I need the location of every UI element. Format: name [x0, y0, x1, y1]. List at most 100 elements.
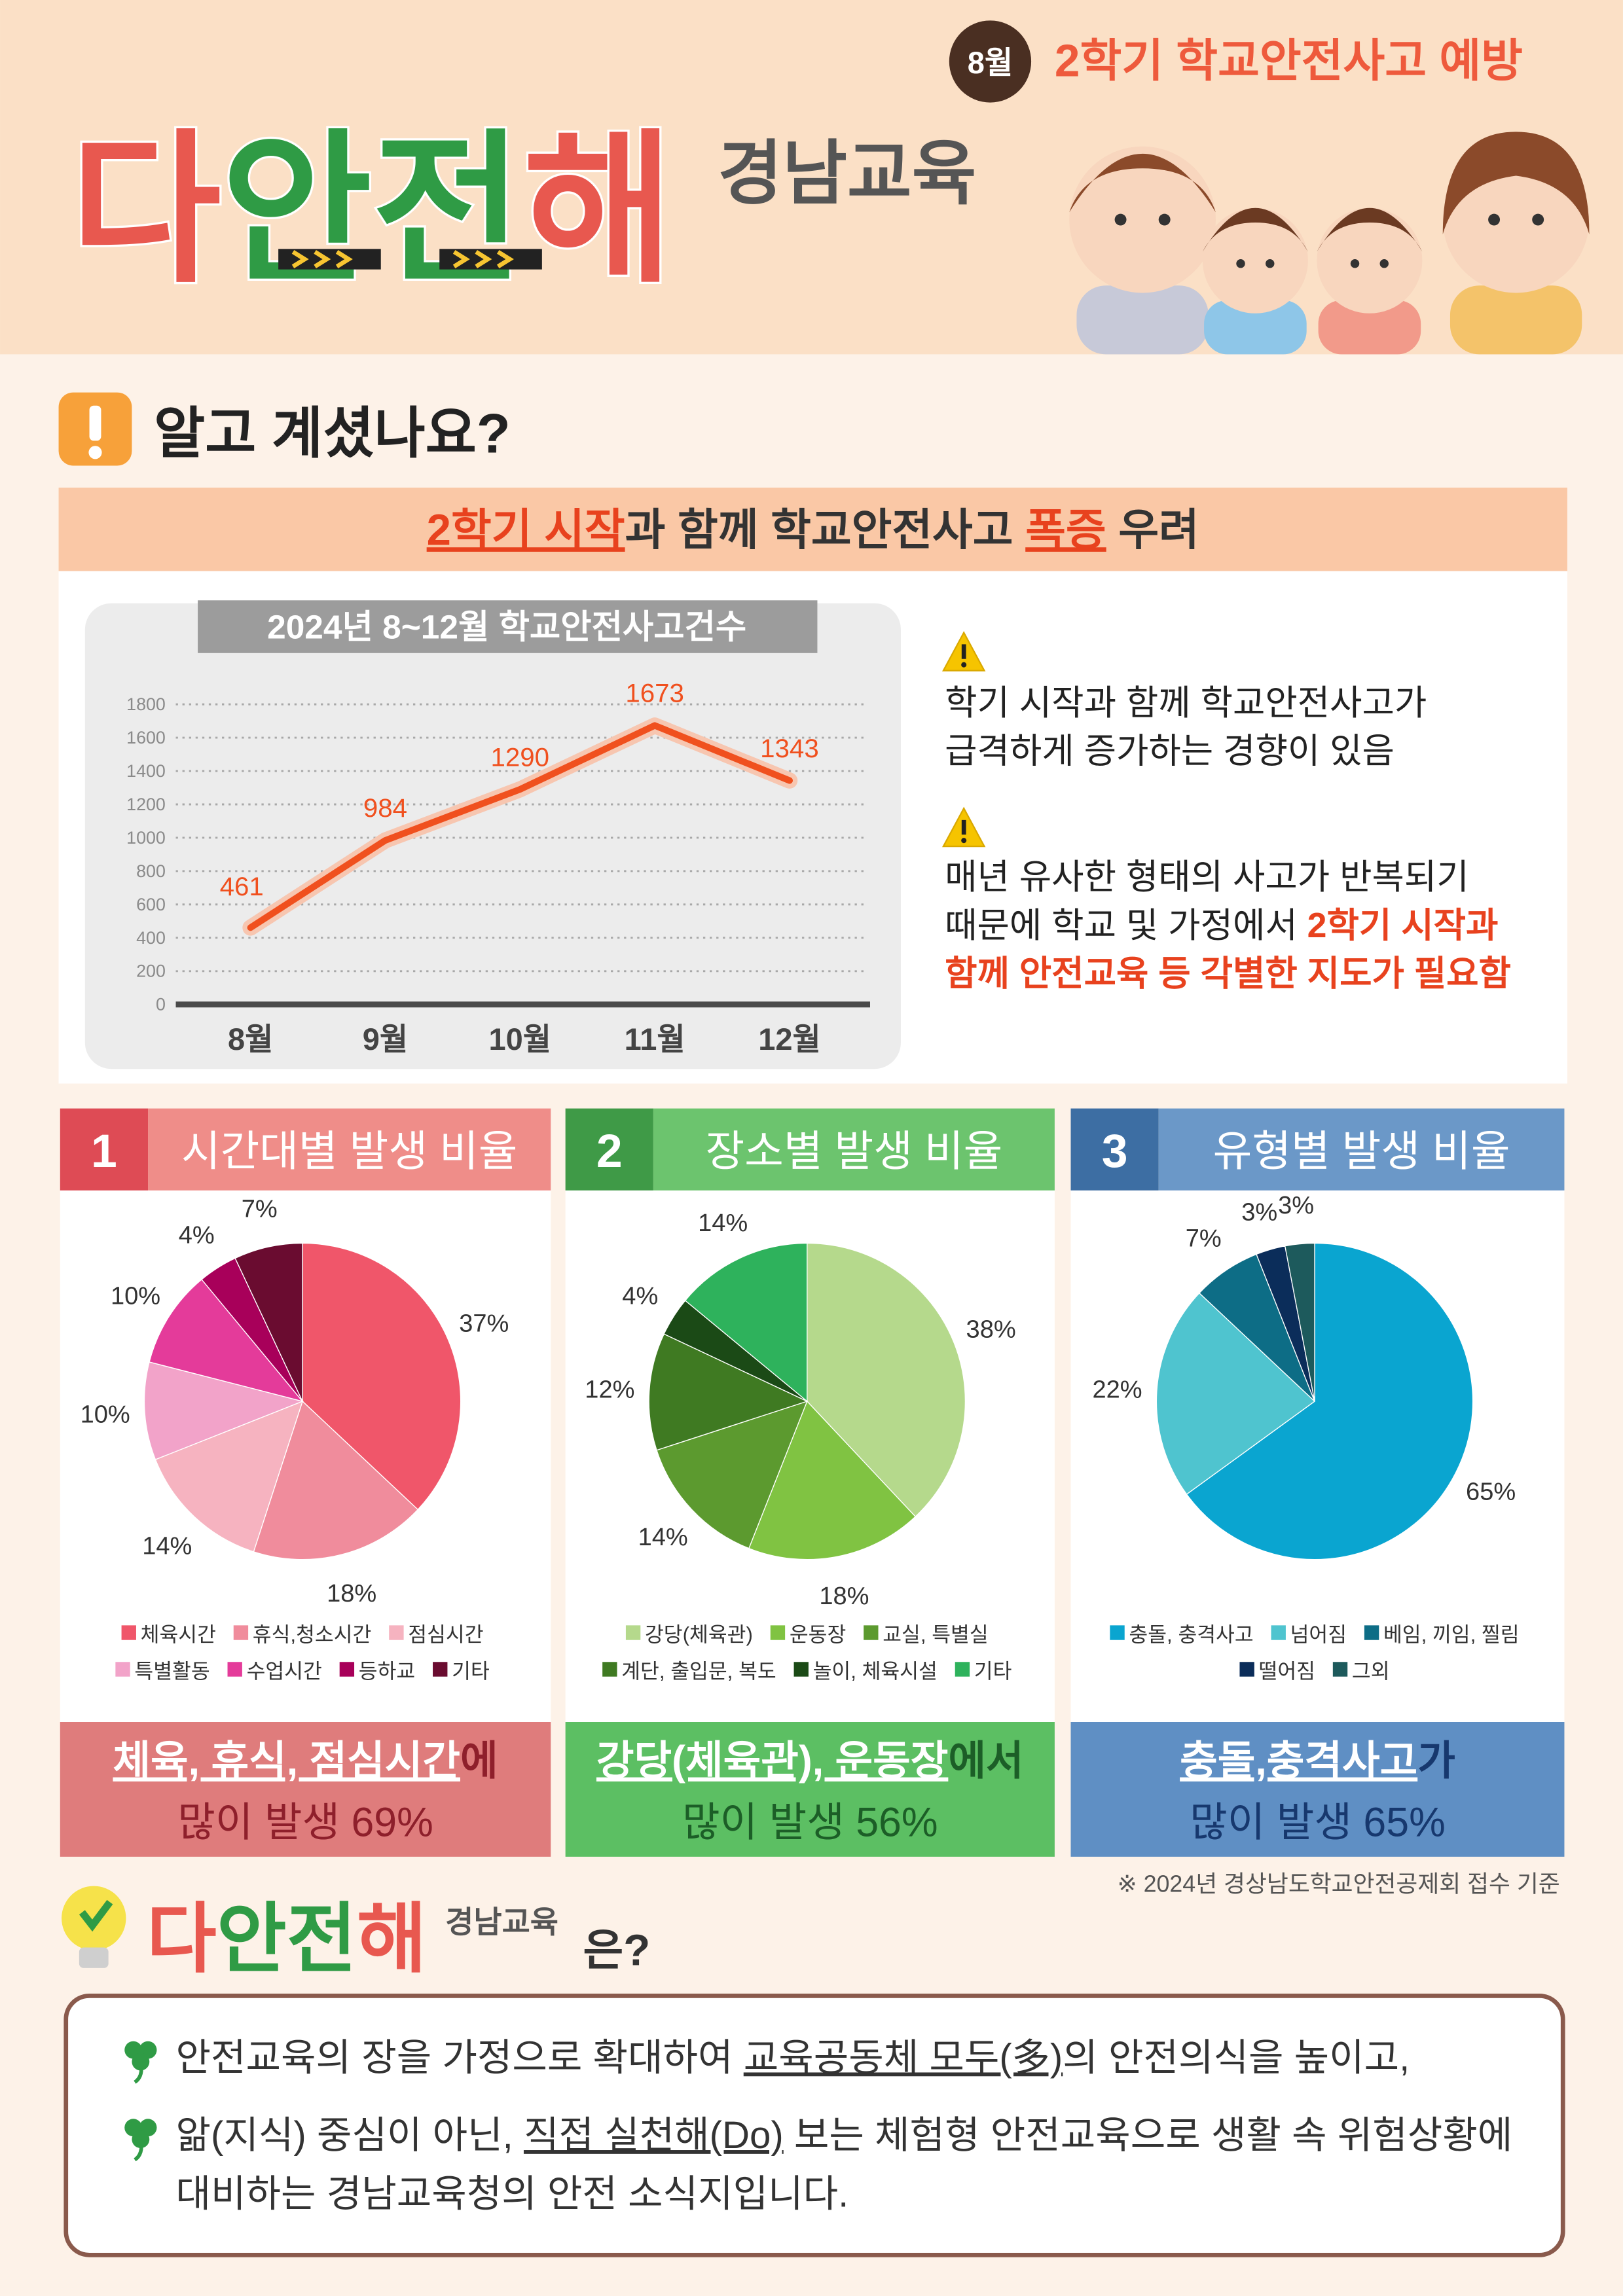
legend-swatch	[864, 1625, 879, 1640]
legend-label: 교실, 특별실	[883, 1623, 988, 1646]
legend-row: 특별활동 수업시간 등하교 기타	[115, 1660, 490, 1683]
pie-slice	[1186, 1242, 1474, 1560]
note-line: 때문에 학교 및 가정에서 2학기 시작과	[945, 906, 1498, 945]
clover-stem	[134, 2061, 143, 2084]
legend-swatch	[602, 1662, 617, 1677]
bullet-part: 안전교육의 장을 가정으로 확대하여	[176, 2036, 744, 2079]
pie-section: 1 시간대별 발생 비율 37% 18% 14% 10% 10% 4% 7% 체육시간 휴식,청소시…	[60, 1108, 551, 1857]
slice-label: 18%	[819, 1583, 869, 1610]
y-tick-label: 1000	[126, 828, 166, 848]
y-tick-label: 1600	[126, 728, 166, 747]
outro-box	[64, 1994, 1565, 2257]
y-tick-label: 800	[136, 861, 166, 881]
legend-row: 떨어짐 그외	[1239, 1660, 1390, 1683]
y-tick-label: 200	[136, 961, 166, 981]
pie-section: 3 유형별 발생 비율 65% 22% 7% 3% 3% 충돌, 충격사고 넘어짐 베임, 끼임,…	[1070, 1108, 1565, 1857]
summary-highlight: 강당(체육관), 운동장	[596, 1738, 948, 1784]
logo: 다안전해	[70, 118, 674, 302]
clover-leaf	[132, 2130, 150, 2149]
legend-swatch	[1271, 1625, 1286, 1640]
legend-label: 특별활동	[134, 1660, 210, 1683]
bullet-part: 앎(지식) 중심이 아닌,	[176, 2114, 524, 2157]
summary-box	[565, 1722, 1055, 1857]
legend-label: 수업시간	[247, 1660, 322, 1683]
y-tick-label: 0	[156, 995, 166, 1014]
legend-label: 놀이, 체육시설	[813, 1660, 938, 1683]
legend-label: 충돌, 충격사고	[1129, 1623, 1253, 1646]
legend-swatch	[433, 1662, 448, 1677]
value-label: 1673	[625, 679, 684, 708]
y-tick-label: 600	[136, 895, 166, 914]
bullet-line: 안전교육의 장을 가정으로 확대하여 교육공동체 모두(多)의 안전의식을 높이…	[176, 2036, 1410, 2079]
section-title-bg	[653, 1108, 1055, 1191]
slice-label: 10%	[111, 1283, 160, 1310]
clover-icon	[124, 2041, 157, 2084]
pie-slice	[253, 1400, 419, 1560]
legend-label: 운동장	[790, 1623, 846, 1646]
legend-swatch	[793, 1662, 809, 1677]
x-tick-label: 8월	[228, 1022, 273, 1056]
section-number: 1	[91, 1125, 117, 1177]
banner-part: 과 함께 학교안전사고	[625, 505, 1026, 554]
summary-highlight: 충돌,충격사고	[1180, 1738, 1417, 1784]
legend-swatch	[1332, 1662, 1348, 1677]
pie-slice	[1284, 1242, 1315, 1402]
summary-suffix: 에서	[948, 1738, 1023, 1784]
badge-text: 8월	[968, 45, 1013, 80]
kids-illustration	[1069, 132, 1590, 355]
slice-label: 37%	[459, 1310, 509, 1338]
outro-logo: 다안전해	[147, 1896, 427, 1981]
legend-label: 점심시간	[408, 1623, 483, 1646]
summary-suffix: 에	[460, 1738, 498, 1784]
note-line: 매년 유사한 형태의 사고가 반복되기	[945, 857, 1469, 897]
bullet-part: 보는 체험형 안전교육으로 생활 속 위험상황에	[784, 2114, 1513, 2157]
pie-slice	[143, 1361, 304, 1460]
section-title-bg	[148, 1108, 551, 1191]
chart-title: 2024년 8~12월 학교안전사고건수	[267, 607, 746, 645]
legend-label: 체육시간	[141, 1623, 216, 1646]
legend-swatch	[770, 1625, 786, 1640]
pie-slice	[149, 1278, 304, 1403]
chart-card	[84, 603, 901, 1069]
slice-label: 7%	[242, 1196, 278, 1223]
bullet-line: 대비하는 경남교육청의 안전 소식지입니다.	[176, 2173, 849, 2215]
bullet-line: 앎(지식) 중심이 아닌, 직접 실천해(Do) 보는 체험형 안전교육으로 생…	[176, 2114, 1513, 2157]
legend-swatch	[115, 1662, 130, 1677]
legend-swatch	[121, 1625, 136, 1640]
legend-label: 그외	[1352, 1660, 1390, 1683]
pie-slice	[302, 1242, 462, 1511]
banner-part: 우려	[1106, 505, 1199, 554]
topic: 2학기 학교안전사고 예방	[1055, 35, 1523, 86]
legend-swatch	[1110, 1625, 1125, 1640]
slice-label: 14%	[142, 1533, 192, 1560]
legend-swatch	[1364, 1625, 1379, 1640]
legend-swatch	[233, 1625, 249, 1640]
section-title: 장소별 발생 비율	[705, 1127, 1002, 1175]
slice-label: 3%	[1278, 1192, 1314, 1219]
badge	[949, 20, 1032, 103]
slice-label: 4%	[179, 1221, 215, 1249]
pie-slice	[1156, 1292, 1316, 1496]
summary-highlight: 체육, 휴식, 점심시간	[113, 1738, 460, 1784]
warning-icons	[941, 631, 986, 848]
summary-line: 많이 발생 69%	[177, 1800, 433, 1846]
section-number-bg	[1070, 1108, 1159, 1191]
legend-label: 베임, 끼임, 찔림	[1383, 1623, 1520, 1646]
section-number: 3	[1102, 1125, 1128, 1177]
slice-label: 18%	[327, 1580, 376, 1607]
note-line: 학기 시작과 함께 학교안전사고가	[945, 683, 1427, 723]
pie-slice	[807, 1242, 966, 1518]
note-emphasis: 2학기 시작과	[1307, 906, 1499, 945]
org: 경남교육	[718, 134, 976, 213]
legend-label: 강당(체육관)	[645, 1623, 753, 1646]
slice-label: 12%	[585, 1376, 634, 1404]
slice-label: 4%	[622, 1283, 658, 1310]
y-tick-label: 1400	[126, 761, 166, 781]
note-emphasis: 함께 안전교육 등 각별한 지도가 필요함	[945, 954, 1511, 994]
summary-line: 많이 발생 65%	[1190, 1800, 1446, 1846]
summary-suffix: 가	[1417, 1738, 1455, 1784]
y-tick-label: 1200	[126, 795, 166, 814]
legend-label: 계단, 출입문, 복도	[621, 1660, 776, 1683]
clover-icon	[124, 2119, 157, 2162]
